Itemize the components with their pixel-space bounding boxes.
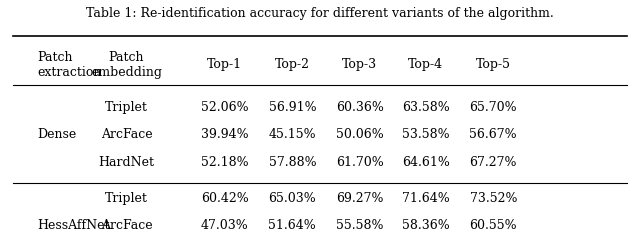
Text: 47.03%: 47.03% (201, 218, 249, 232)
Text: 51.64%: 51.64% (268, 218, 316, 232)
Text: Top-2: Top-2 (275, 58, 310, 71)
Text: Top-3: Top-3 (342, 58, 378, 71)
Text: 53.58%: 53.58% (402, 128, 449, 141)
Text: 52.18%: 52.18% (201, 156, 248, 168)
Text: 64.61%: 64.61% (402, 156, 450, 168)
Text: 65.03%: 65.03% (268, 192, 316, 205)
Text: HessAffNet: HessAffNet (37, 218, 110, 232)
Text: 60.42%: 60.42% (201, 192, 249, 205)
Text: 61.70%: 61.70% (336, 156, 384, 168)
Text: Dense: Dense (37, 128, 77, 141)
Text: ArcFace: ArcFace (100, 218, 152, 232)
Text: Top-1: Top-1 (207, 58, 243, 71)
Text: 50.06%: 50.06% (336, 128, 384, 141)
Text: Patch
extraction: Patch extraction (37, 50, 102, 79)
Text: Table 1: Re-identification accuracy for different variants of the algorithm.: Table 1: Re-identification accuracy for … (86, 7, 554, 20)
Text: Triplet: Triplet (105, 192, 148, 205)
Text: 73.52%: 73.52% (470, 192, 517, 205)
Text: 63.58%: 63.58% (402, 101, 449, 114)
Text: 56.67%: 56.67% (470, 128, 517, 141)
Text: HardNet: HardNet (99, 156, 154, 168)
Text: 58.36%: 58.36% (402, 218, 449, 232)
Text: 69.27%: 69.27% (336, 192, 384, 205)
Text: 39.94%: 39.94% (201, 128, 248, 141)
Text: 57.88%: 57.88% (269, 156, 316, 168)
Text: ArcFace: ArcFace (100, 128, 152, 141)
Text: 67.27%: 67.27% (470, 156, 517, 168)
Text: 45.15%: 45.15% (269, 128, 316, 141)
Text: Triplet: Triplet (105, 101, 148, 114)
Text: 65.70%: 65.70% (470, 101, 517, 114)
Text: 71.64%: 71.64% (402, 192, 449, 205)
Text: 52.06%: 52.06% (201, 101, 248, 114)
Text: 56.91%: 56.91% (269, 101, 316, 114)
Text: 60.36%: 60.36% (336, 101, 384, 114)
Text: Top-5: Top-5 (476, 58, 511, 71)
Text: 55.58%: 55.58% (336, 218, 384, 232)
Text: 60.55%: 60.55% (470, 218, 517, 232)
Text: Patch
embedding: Patch embedding (91, 50, 162, 79)
Text: Top-4: Top-4 (408, 58, 444, 71)
